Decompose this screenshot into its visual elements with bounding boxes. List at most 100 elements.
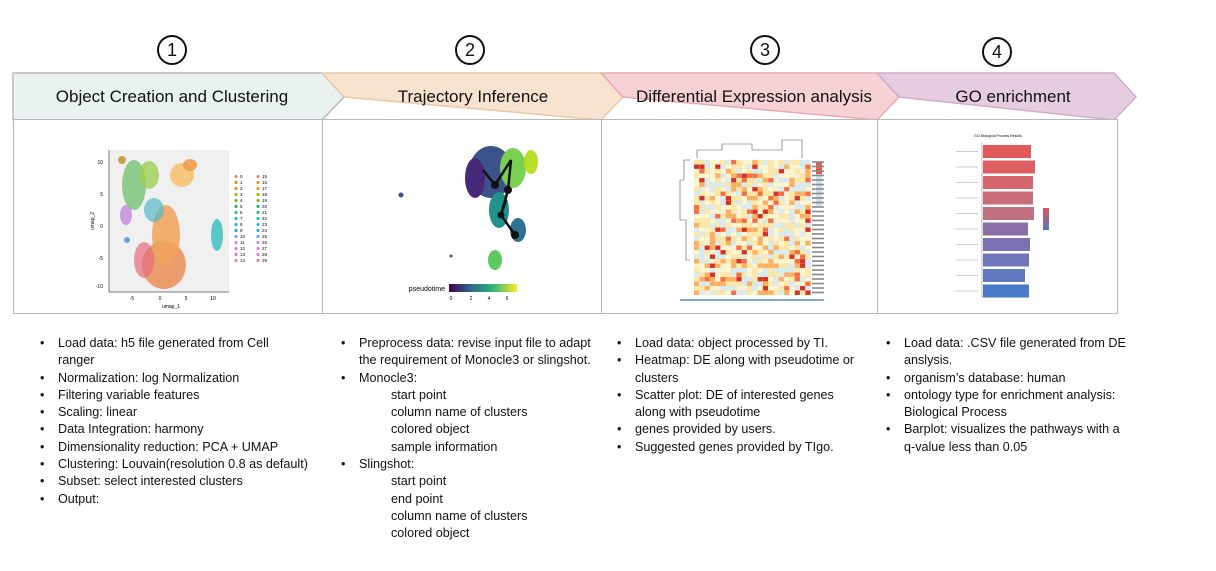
heatmap-cell [699,263,705,269]
heatmap-cell [773,195,779,201]
heatmap-cell [752,218,758,224]
heatmap-cell [789,258,795,264]
heatmap-cell [799,213,806,219]
heatmap-cell [736,254,742,260]
heatmap-cell [746,213,753,219]
heatmap-cell [768,249,774,255]
heatmap-cell [693,267,700,273]
heatmap-cell [768,227,774,233]
heatmap-cell [731,173,737,179]
heatmap-cell [757,168,763,174]
heatmap-cell [757,182,763,188]
heatmap-cell [784,240,790,246]
heatmap-cell [762,186,769,192]
heatmap-cell [789,218,795,224]
legend-label: 19 [262,198,268,203]
heatmap-cell [757,186,763,192]
step2-details: Preprocess data: revise input file to ad… [341,335,591,543]
heatmap-cell [773,173,779,179]
heatmap-cell [725,240,732,246]
heatmap-cell [704,231,710,237]
legend-label: 13 [240,252,246,257]
chevron-step-3 [599,72,901,121]
heatmap-cell [709,231,716,237]
heatmap-cell [773,231,779,237]
list-item: organism’s database: human [886,370,1126,388]
heatmap-cell [746,276,753,282]
heatmap-cell [715,168,721,174]
list-item: end point [391,491,443,506]
heatmap-cell [725,213,732,219]
de-heatmap [679,139,824,301]
heatmap-cell [736,213,742,219]
heatmap-cell [704,200,710,206]
heatmap-cell [731,209,737,215]
heatmap-cell [752,173,758,179]
heatmap-cell [805,236,811,242]
heatmap-cell [693,272,700,278]
heatmap-cell [741,209,748,215]
heatmap-cell [778,186,785,192]
heatmap-cell [789,164,795,170]
heatmap-cell [784,227,790,233]
heatmap-cell [752,236,758,242]
heatmap-cell [768,276,774,282]
heatmap-cell [736,195,742,201]
heatmap-cell [799,191,806,197]
heatmap-cell [784,200,790,206]
heatmap-cell [762,272,769,278]
heatmap-cell [731,168,737,174]
step-title-1: Object Creation and Clustering [55,87,289,106]
heatmap-cell [736,204,742,210]
list-item: Subset: select interested clusters [40,473,308,491]
step-number-3: 3 [750,35,780,65]
legend-label: 1 [240,180,243,185]
heatmap-cell [693,209,700,215]
heatmap-cell [704,191,710,197]
heatmap-cell [757,164,763,170]
heatmap-cell [794,213,801,219]
heatmap-cell [762,290,769,296]
heatmap-cell [778,231,785,237]
heatmap-cell [799,195,806,201]
legend-label: 28 [262,252,268,257]
heatmap-cell [768,245,774,251]
heatmap-cell [799,177,806,183]
heatmap-cell [789,213,795,219]
heatmap-cell [741,240,748,246]
heatmap-cell [699,227,705,233]
heatmap-cell [778,182,785,188]
heatmap-cell [736,200,742,206]
heatmap-cell [789,267,795,273]
heatmap-cell [778,258,785,264]
heatmap-cell [736,222,742,228]
list-item: q-value less than 0.05 [904,439,1028,454]
heatmap-cell [746,281,753,287]
heatmap-cell [731,267,737,273]
heatmap-cell [752,159,758,165]
list-item: Dimensionality reduction: PCA + UMAP [40,439,308,457]
heatmap-cell [725,159,732,165]
heatmap-cell [736,227,742,233]
heatmap-cell [704,245,710,251]
heatmap-cell [778,236,785,242]
heatmap-cell [799,272,806,278]
heatmap-cell [794,222,801,228]
list-item: Suggested genes provided by TIgo. [617,439,854,457]
heatmap-cell [794,272,801,278]
heatmap-cell [799,227,806,233]
legend-label: 11 [240,240,245,245]
heatmap-cell [799,249,806,255]
heatmap-cell [784,195,790,201]
heatmap-cell [799,186,806,192]
go-bar [983,160,1035,174]
heatmap-cell [704,222,710,228]
heatmap-cell [720,173,726,179]
heatmap-cell [693,227,700,233]
heatmap-cell [752,281,758,287]
legend-swatch [256,199,260,202]
heatmap-cell [773,249,779,255]
heatmap-cell [773,186,779,192]
y-tick-5: 5 [100,192,103,198]
heatmap-cell [741,290,748,296]
